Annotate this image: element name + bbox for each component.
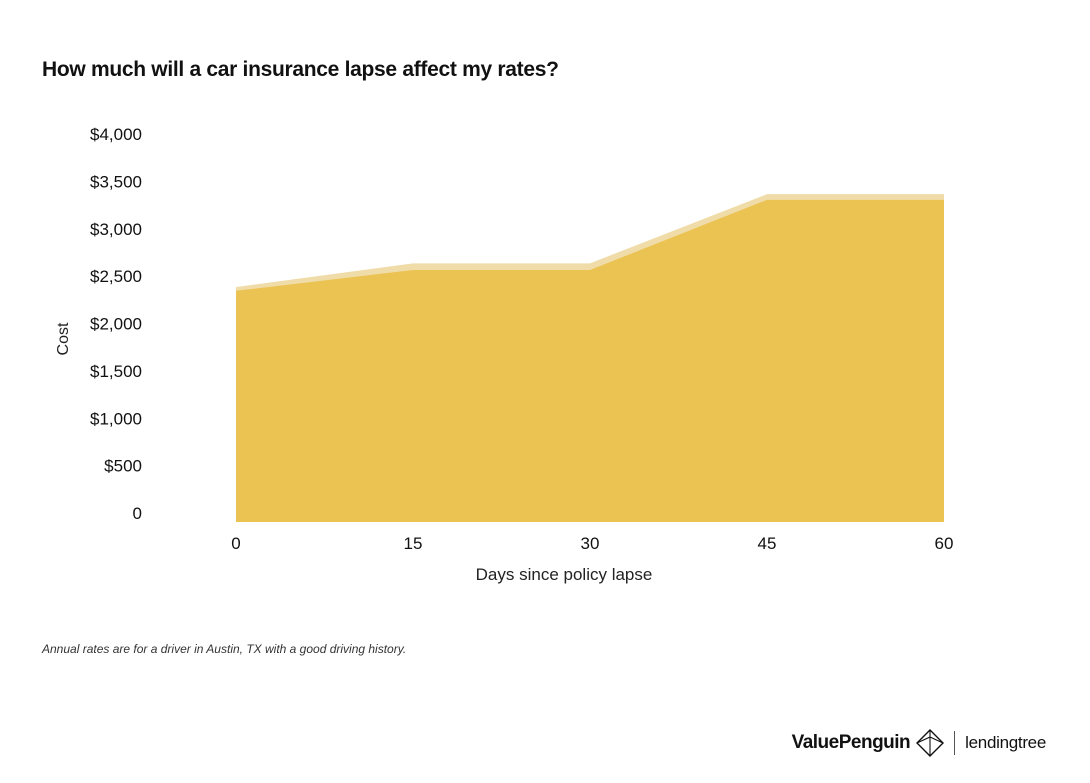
x-tick-label: 15	[404, 534, 423, 553]
lendingtree-logo: lendingtree	[965, 733, 1046, 752]
brand-logos: ValuePenguin lendingtree	[792, 728, 1046, 758]
x-tick-label: 60	[935, 534, 954, 553]
y-tick-label: $1,500	[90, 362, 142, 381]
y-tick-label: $3,000	[90, 220, 142, 239]
y-tick-label: $500	[104, 457, 142, 476]
y-tick-label: 0	[133, 504, 142, 523]
x-tick-label: 45	[758, 534, 777, 553]
y-axis-title: Cost	[55, 322, 72, 355]
y-tick-label: $2,000	[90, 315, 142, 334]
penguin-diamond-icon	[916, 729, 945, 757]
x-tick-label: 30	[581, 534, 600, 553]
x-axis-ticks: 0 15 30 45 60	[231, 534, 953, 553]
logo-divider	[954, 731, 956, 755]
x-tick-label: 0	[231, 534, 240, 553]
valuepenguin-logo: ValuePenguin	[791, 732, 911, 753]
y-axis-ticks: 0 $500 $1,000 $1,500 $2,000 $2,500 $3,000 $3,50…	[90, 125, 142, 523]
area-series-2	[236, 199, 944, 522]
footnote: Annual rates are for a driver in Austin,…	[42, 642, 407, 656]
area-layer	[236, 194, 944, 523]
chart-title: How much will a car insurance lapse affe…	[42, 58, 559, 81]
y-tick-label: $1,000	[90, 409, 142, 428]
area-chart: 0 $500 $1,000 $1,500 $2,000 $2,500 $3,000 $3,50…	[55, 125, 953, 584]
y-tick-label: $3,500	[90, 172, 142, 191]
y-tick-label: $2,500	[90, 267, 142, 286]
y-tick-label: $4,000	[90, 125, 142, 144]
x-axis-title: Days since policy lapse	[476, 565, 653, 584]
